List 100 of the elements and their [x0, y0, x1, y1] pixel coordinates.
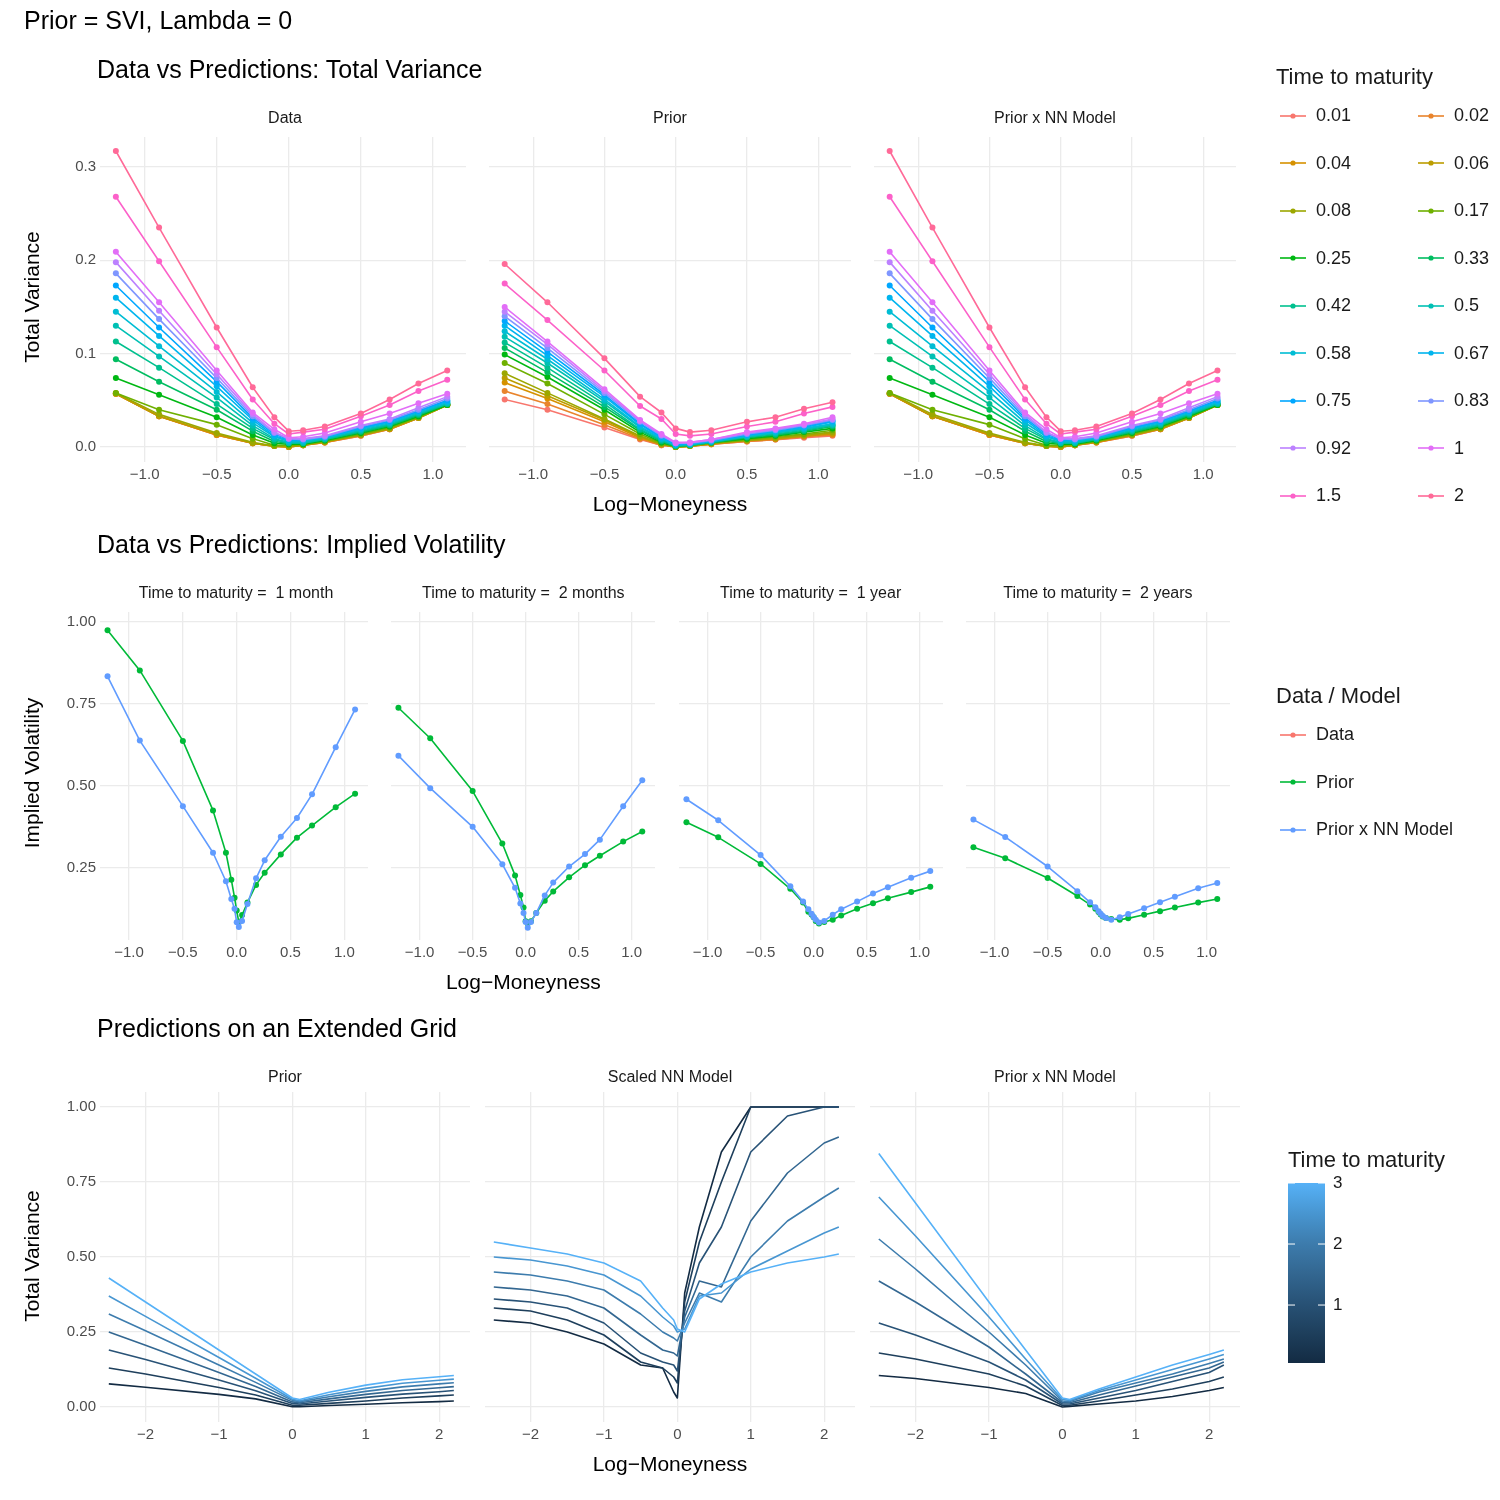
x-tick-label: 0.0 [278, 465, 300, 483]
x-tick-label: 1 [361, 1425, 370, 1443]
text: Data vs Predictions: Total Variance [97, 55, 483, 84]
x-tick-label: −0.5 [974, 465, 1005, 483]
chart-title: Prior [652, 109, 688, 127]
x-tick-label: −1 [210, 1425, 228, 1443]
legend-label: 0.17 [1454, 200, 1490, 222]
x-tick-label: 0.5 [1143, 943, 1164, 961]
chart-title: Time to maturity = 1 year [718, 584, 903, 602]
x-tick-label: 1.0 [1196, 943, 1217, 961]
chart-title: Time to maturity = 2 years [1002, 584, 1194, 602]
x-axis-title: Log−Moneyness [591, 492, 749, 516]
legend-label: Prior [1316, 771, 1355, 793]
y-tick-label: 0.75 [66, 693, 96, 711]
x-tick-label: −0.5 [168, 943, 198, 961]
legend-label: 0.58 [1316, 342, 1352, 364]
legend-label: 0.42 [1316, 295, 1352, 317]
x-axis-title: Log−Moneyness [591, 1452, 749, 1476]
chart-title: Prior x NN Model [993, 109, 1117, 127]
legend-label: 0.25 [1316, 247, 1352, 269]
y-tick-label: 0.50 [66, 1247, 96, 1265]
x-tick-label: −1 [595, 1425, 613, 1443]
x-tick-label: 0.5 [855, 943, 877, 961]
color-bar-title: Time to maturity [1288, 1147, 1446, 1173]
text: Predictions on an Extended Grid [97, 1014, 457, 1043]
y-tick-label: 0.25 [66, 1322, 96, 1340]
chart-title: Prior x NN Model [993, 1068, 1117, 1086]
y-tick-label: 1.00 [66, 1097, 96, 1115]
x-tick-label: 2 [819, 1425, 829, 1443]
y-tick-label: 1.00 [66, 611, 96, 629]
chart-title: Scaled NN Model [606, 1068, 734, 1086]
x-tick-label: 0.5 [568, 943, 590, 961]
legend-label: Prior x NN Model [1316, 819, 1454, 841]
chart-title: Prior [267, 1068, 303, 1086]
y-tick-label: 0.50 [66, 775, 96, 793]
y-tick-label: 0.3 [75, 157, 96, 175]
x-tick-label: 0.0 [802, 943, 824, 961]
x-tick-label: −0.5 [201, 465, 232, 483]
x-tick-label: 0 [673, 1425, 682, 1443]
x-tick-label: 1.0 [333, 943, 355, 961]
x-tick-label: 2 [434, 1425, 444, 1443]
x-tick-label: 1.0 [807, 465, 829, 483]
x-tick-label: 1 [1131, 1425, 1140, 1443]
x-tick-label: 0.0 [515, 943, 537, 961]
y-tick-label: 0.00 [66, 1397, 96, 1415]
y-axis-title: Implied Volatility [20, 696, 44, 851]
legend-label: 1 [1454, 437, 1465, 459]
legend-label: 0.06 [1454, 152, 1490, 174]
legend-title: Time to maturity [1276, 63, 1434, 90]
x-tick-label: 0.0 [226, 943, 248, 961]
x-tick-label: −2 [136, 1425, 155, 1443]
legend-label: Data [1316, 724, 1355, 746]
x-tick-label: −0.5 [458, 943, 488, 961]
x-tick-label: 0.0 [665, 465, 687, 483]
y-tick-label: 0.25 [66, 857, 96, 875]
x-tick-label: 1.0 [621, 943, 643, 961]
legend-label: 0.92 [1316, 437, 1352, 459]
x-tick-label: 0.5 [736, 465, 758, 483]
legend-label: 0.5 [1454, 295, 1480, 317]
x-tick-label: −2 [521, 1425, 540, 1443]
legend-label: 0.02 [1454, 105, 1490, 127]
y-tick-label: 0.1 [75, 343, 96, 361]
x-tick-label: 0.5 [1121, 465, 1143, 483]
x-tick-label: 1.0 [908, 943, 930, 961]
x-tick-label: −0.5 [589, 465, 620, 483]
x-tick-label: −1.0 [518, 465, 548, 483]
x-tick-label: 0.5 [350, 465, 372, 483]
color-bar-label: 2 [1333, 1233, 1343, 1253]
y-tick-label: 0.0 [75, 437, 96, 455]
x-tick-label: −1.0 [129, 465, 160, 483]
y-axis-title: Total Variance [20, 1189, 44, 1324]
y-tick-label: 0.75 [66, 1172, 96, 1190]
x-tick-label: −1.0 [979, 943, 1010, 961]
x-tick-label: 0.5 [280, 943, 301, 961]
x-tick-label: 0 [1058, 1425, 1067, 1443]
x-tick-label: −1.0 [114, 943, 144, 961]
text: Data vs Predictions: Implied Volatility [97, 530, 506, 559]
legend-label: 0.33 [1454, 247, 1490, 269]
x-tick-label: −0.5 [1032, 943, 1063, 961]
legend-label: 2 [1454, 485, 1465, 507]
x-tick-label: −1.0 [405, 943, 435, 961]
chart-title: Time to maturity = 2 months [421, 584, 626, 602]
chart-title: Data [267, 109, 303, 127]
legend-title: Data / Model [1276, 682, 1402, 709]
chart-title: Time to maturity = 1 month [137, 584, 335, 602]
color-bar-label: 3 [1333, 1172, 1343, 1192]
x-tick-label: 0.0 [1090, 943, 1111, 961]
x-tick-label: −1 [980, 1425, 998, 1443]
x-tick-label: 0.0 [1050, 465, 1072, 483]
x-tick-label: 1.0 [422, 465, 444, 483]
x-tick-label: 1 [746, 1425, 755, 1443]
x-tick-label: 0 [288, 1425, 297, 1443]
y-tick-label: 0.2 [75, 250, 96, 268]
legend-label: 0.08 [1316, 200, 1352, 222]
legend-label: 0.75 [1316, 390, 1352, 412]
x-tick-label: −1.0 [903, 465, 933, 483]
x-tick-label: 2 [1204, 1425, 1214, 1443]
y-axis-title: Total Variance [20, 229, 44, 365]
x-tick-label: −2 [906, 1425, 925, 1443]
legend-label: 0.83 [1454, 390, 1490, 412]
